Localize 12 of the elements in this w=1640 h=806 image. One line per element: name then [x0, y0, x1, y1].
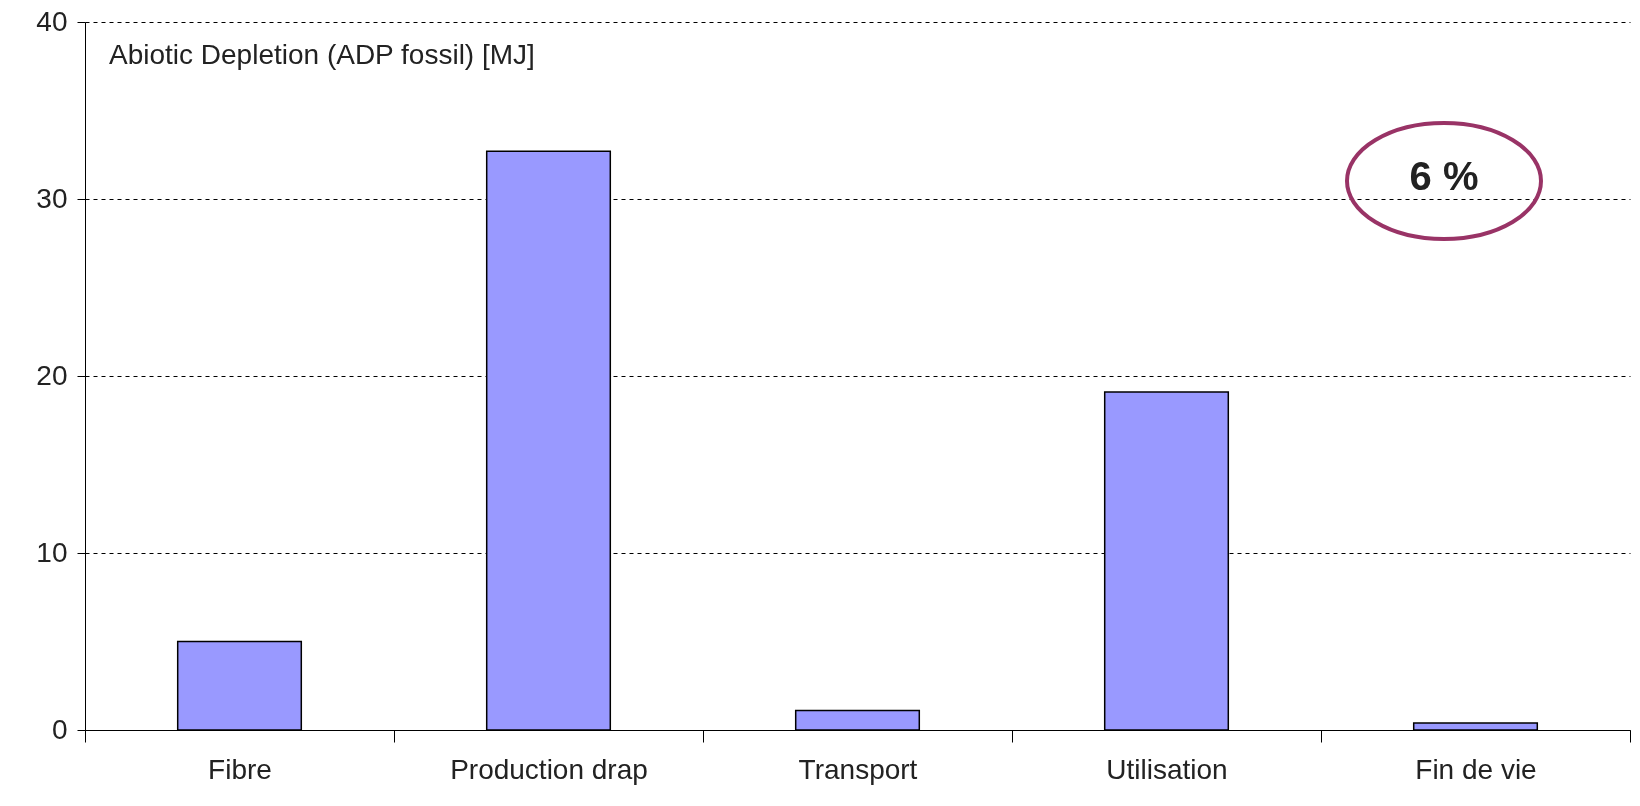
- x-tick-label: Transport: [798, 753, 918, 785]
- annotation: 6 %: [1408, 154, 1480, 199]
- y-tick-label: 30: [36, 182, 68, 214]
- y-tick-label: 10: [36, 536, 68, 568]
- x-tick-label: Fibre: [208, 753, 272, 785]
- x-tick-label: Utilisation: [1106, 753, 1228, 785]
- y-tick-label: 40: [36, 5, 68, 37]
- text: Abiotic Depletion (ADP fossil) [MJ]: [109, 39, 535, 70]
- y-tick-label: 20: [36, 359, 68, 391]
- y-tick-label: 0: [51, 713, 68, 745]
- x-tick-label: Fin de vie: [1415, 753, 1537, 785]
- x-tick-label: Production drap: [450, 753, 648, 785]
